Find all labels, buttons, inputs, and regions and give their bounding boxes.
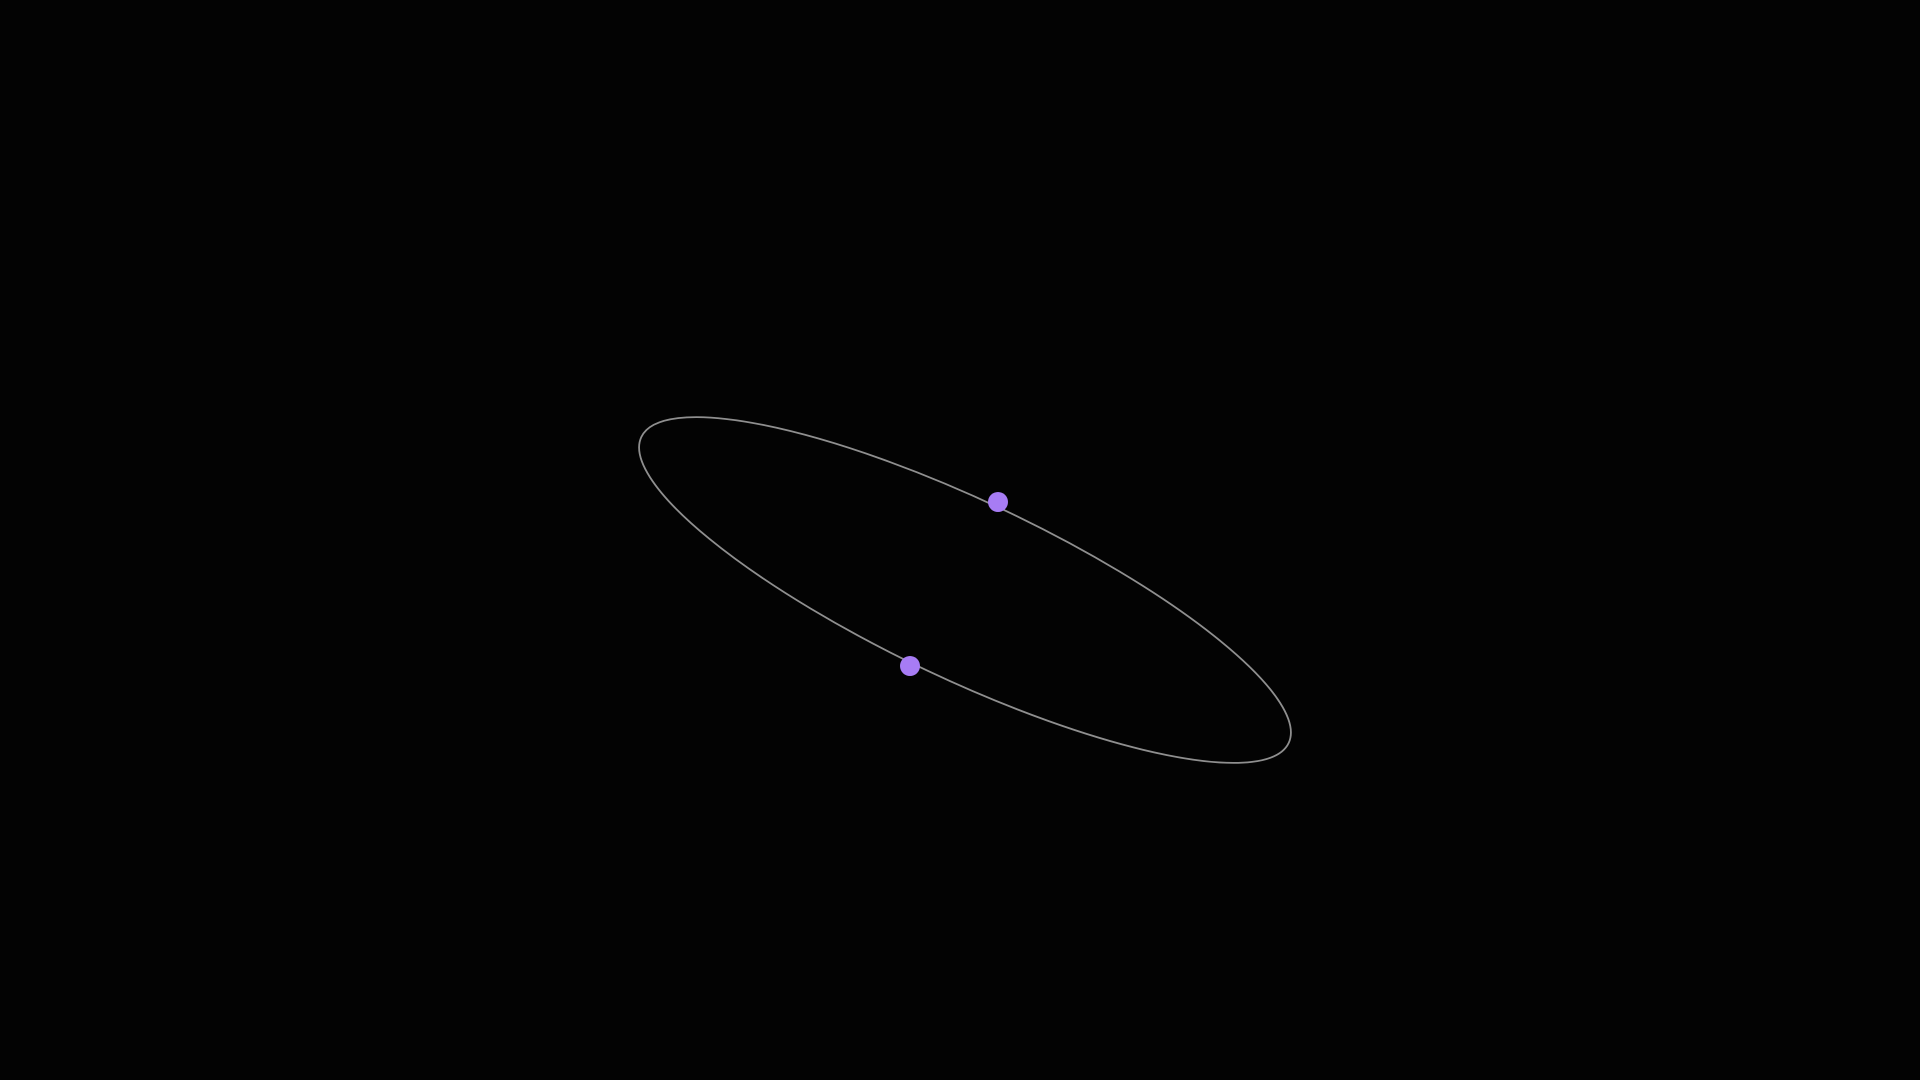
orbit-node-upper[interactable] [988,492,1008,512]
orbit-node-lower[interactable] [900,656,920,676]
